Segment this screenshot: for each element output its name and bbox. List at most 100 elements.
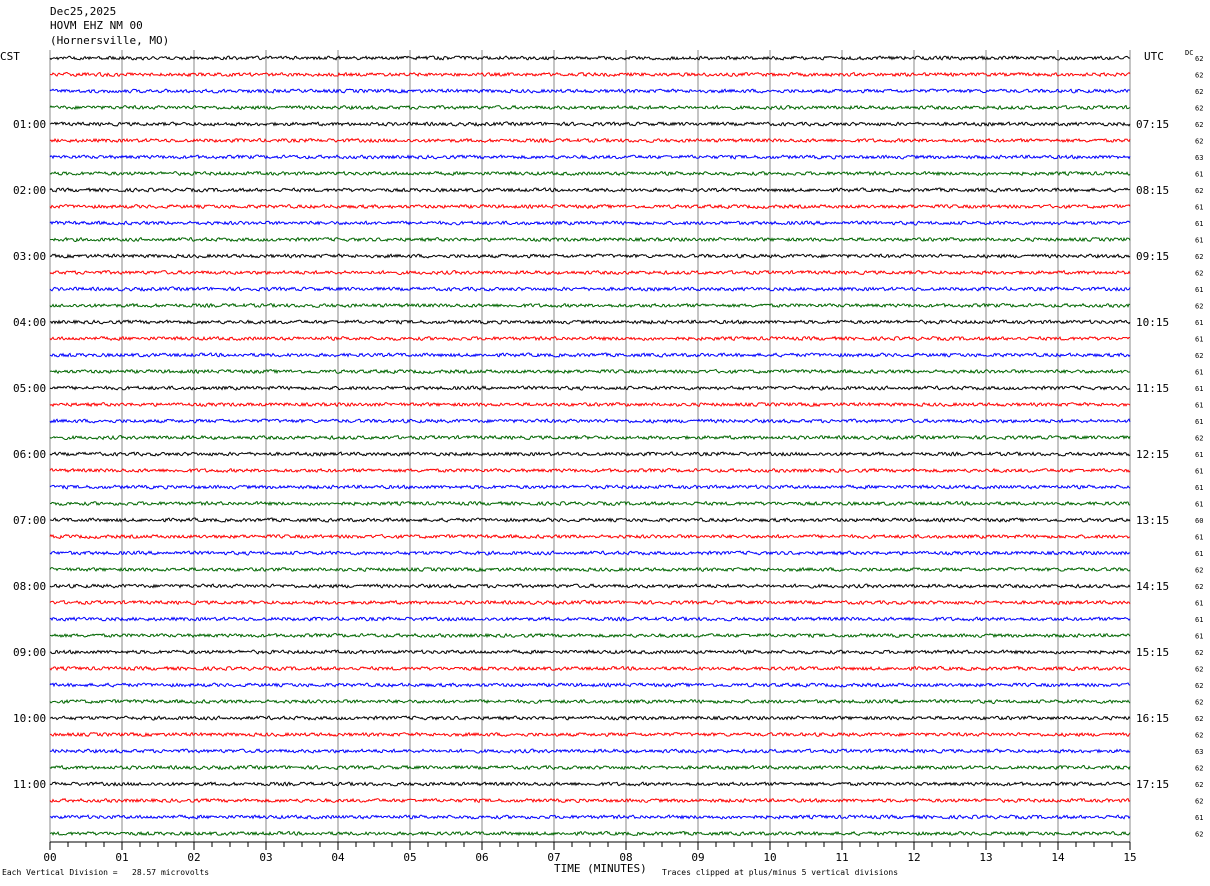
trace-line <box>49 467 1131 474</box>
dc-offset-label: 61 <box>1195 484 1203 492</box>
dc-offset-label: 63 <box>1195 748 1203 756</box>
x-tick-label: 12 <box>907 851 920 864</box>
right-timezone: UTC <box>1144 50 1164 63</box>
trace-line <box>49 154 1131 160</box>
trace-line <box>49 170 1131 177</box>
dc-offset-label: 62 <box>1195 583 1203 591</box>
trace-line <box>49 71 1131 78</box>
dc-offset-label: 62 <box>1195 88 1203 96</box>
dc-offset-label: 62 <box>1195 682 1203 690</box>
seismic-traces <box>49 55 1131 837</box>
trace-line <box>49 385 1131 391</box>
trace-line <box>49 500 1131 507</box>
trace-line <box>49 302 1131 309</box>
trace-line <box>50 517 1131 523</box>
trace-line <box>49 451 1131 457</box>
chart-date: Dec25,2025 <box>50 5 117 18</box>
trace-line <box>49 401 1131 408</box>
trace-line <box>49 319 1131 325</box>
trace-line <box>49 533 1130 540</box>
left-timezone: CST <box>0 50 20 63</box>
dc-offset-label: 61 <box>1195 204 1203 212</box>
trace-line <box>49 814 1131 820</box>
trace-line <box>49 88 1131 94</box>
trace-line <box>49 599 1131 606</box>
right-hour-label: 13:15 <box>1136 514 1169 527</box>
dc-offset-label: 62 <box>1195 138 1203 146</box>
trace-line <box>49 764 1131 771</box>
x-tick-label: 01 <box>115 851 128 864</box>
scale-note: Each Vertical Division = 28.57 microvolt… <box>2 868 210 877</box>
dc-offset-label: 61 <box>1195 220 1203 228</box>
x-tick-label: 05 <box>403 851 416 864</box>
time-axis: 62 62 62 62 62 62 63 61 62 61 61 61 62 62 61 62 61 61 62 61… <box>13 55 1203 864</box>
dc-offset-label: 62 <box>1195 567 1203 575</box>
left-hour-label: 02:00 <box>13 184 46 197</box>
trace-line <box>49 748 1131 754</box>
dc-offset-label: 62 <box>1195 666 1203 674</box>
trace-line <box>49 121 1131 127</box>
left-hour-label: 10:00 <box>13 712 46 725</box>
dc-offset-label: 61 <box>1195 171 1203 179</box>
left-hour-label: 05:00 <box>13 382 46 395</box>
trace-line <box>49 698 1131 705</box>
dc-offset-label: 62 <box>1195 435 1203 443</box>
minute-grid <box>49 50 1131 842</box>
dc-offset-label: 61 <box>1195 237 1203 245</box>
dc-offset-label: 62 <box>1195 831 1203 839</box>
dc-offset-label: 61 <box>1195 319 1203 327</box>
dc-offset-label: 62 <box>1195 765 1203 773</box>
trace-line <box>49 352 1131 358</box>
trace-line <box>49 187 1131 193</box>
dc-offset-label: 62 <box>1195 55 1203 63</box>
right-hour-label: 12:15 <box>1136 448 1169 461</box>
trace-line <box>49 104 1131 111</box>
right-hour-label: 07:15 <box>1136 118 1169 131</box>
trace-line <box>49 781 1131 787</box>
dc-offset-label: 61 <box>1195 600 1203 608</box>
x-tick-label: 10 <box>763 851 776 864</box>
right-hour-label: 15:15 <box>1136 646 1169 659</box>
dc-offset-label: 61 <box>1195 616 1203 624</box>
trace-line <box>49 286 1131 292</box>
trace-line <box>49 203 1131 210</box>
dc-offset-label: 62 <box>1195 699 1203 707</box>
dc-offset-label: 61 <box>1195 418 1203 426</box>
trace-line <box>49 632 1131 639</box>
trace-line <box>49 55 1131 61</box>
x-tick-label: 08 <box>619 851 632 864</box>
dc-offset-label: 62 <box>1195 798 1203 806</box>
dc-offset-label: 61 <box>1195 369 1203 377</box>
dc-offset-label: 62 <box>1195 649 1203 657</box>
dc-offset-label: 63 <box>1195 154 1203 162</box>
trace-line <box>49 253 1131 259</box>
trace-line <box>49 418 1131 424</box>
left-hour-label: 08:00 <box>13 580 46 593</box>
dc-offset-label: 62 <box>1195 121 1203 129</box>
left-hour-label: 06:00 <box>13 448 46 461</box>
dc-offset-label: 61 <box>1195 451 1203 459</box>
dc-offset-label: 62 <box>1195 270 1203 278</box>
left-hour-label: 01:00 <box>13 118 46 131</box>
trace-line <box>49 616 1131 622</box>
dc-offset-label: 61 <box>1195 534 1203 542</box>
trace-line <box>49 566 1131 573</box>
trace-line <box>49 682 1131 688</box>
dc-offset-label: 62 <box>1195 253 1203 261</box>
dc-offset-label: 61 <box>1195 501 1203 509</box>
x-tick-label: 13 <box>979 851 992 864</box>
left-hour-label: 11:00 <box>13 778 46 791</box>
x-axis-title: TIME (MINUTES) <box>554 862 647 875</box>
right-hour-label: 16:15 <box>1136 712 1169 725</box>
x-tick-label: 15 <box>1123 851 1136 864</box>
trace-line <box>49 434 1131 441</box>
trace-line <box>49 649 1131 655</box>
trace-line <box>49 550 1131 556</box>
right-hour-label: 17:15 <box>1136 778 1169 791</box>
dc-offset-label: 62 <box>1195 352 1203 360</box>
trace-line <box>49 484 1131 490</box>
dc-offset-label: 61 <box>1195 550 1203 558</box>
left-hour-label: 03:00 <box>13 250 46 263</box>
x-tick-label: 09 <box>691 851 704 864</box>
trace-line <box>49 830 1131 837</box>
